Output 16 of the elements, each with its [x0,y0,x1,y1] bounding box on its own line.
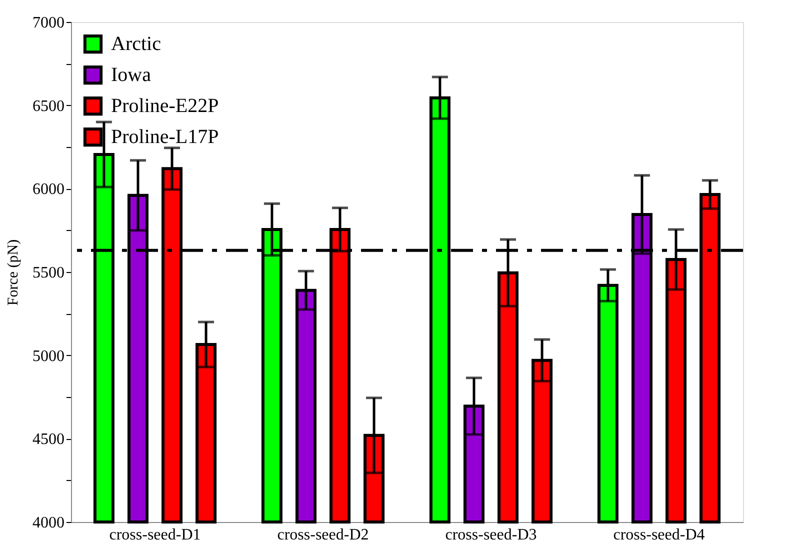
y-tick-label: 6500 [32,98,64,115]
y-tick-label: 4000 [32,514,64,532]
y-tick-label: 4500 [32,431,64,448]
y-axis-title: Force (pN) [6,239,22,306]
y-tick-label: 5500 [32,264,64,282]
y-tick-label: 5000 [32,348,64,365]
y-tick-label: 7000 [32,14,64,32]
x-tick-label: cross-seed-D2 [277,526,369,544]
y-tick-label: 6000 [32,181,64,198]
legend-label: Arctic [111,33,162,55]
x-tick-label: cross-seed-D4 [613,526,705,544]
legend-label: Proline-E22P [111,95,219,117]
legend-label: Proline-L17P [111,126,219,148]
x-tick-label: cross-seed-D1 [109,526,201,544]
legend-label: Iowa [111,64,152,86]
x-tick-label: cross-seed-D3 [445,526,537,544]
